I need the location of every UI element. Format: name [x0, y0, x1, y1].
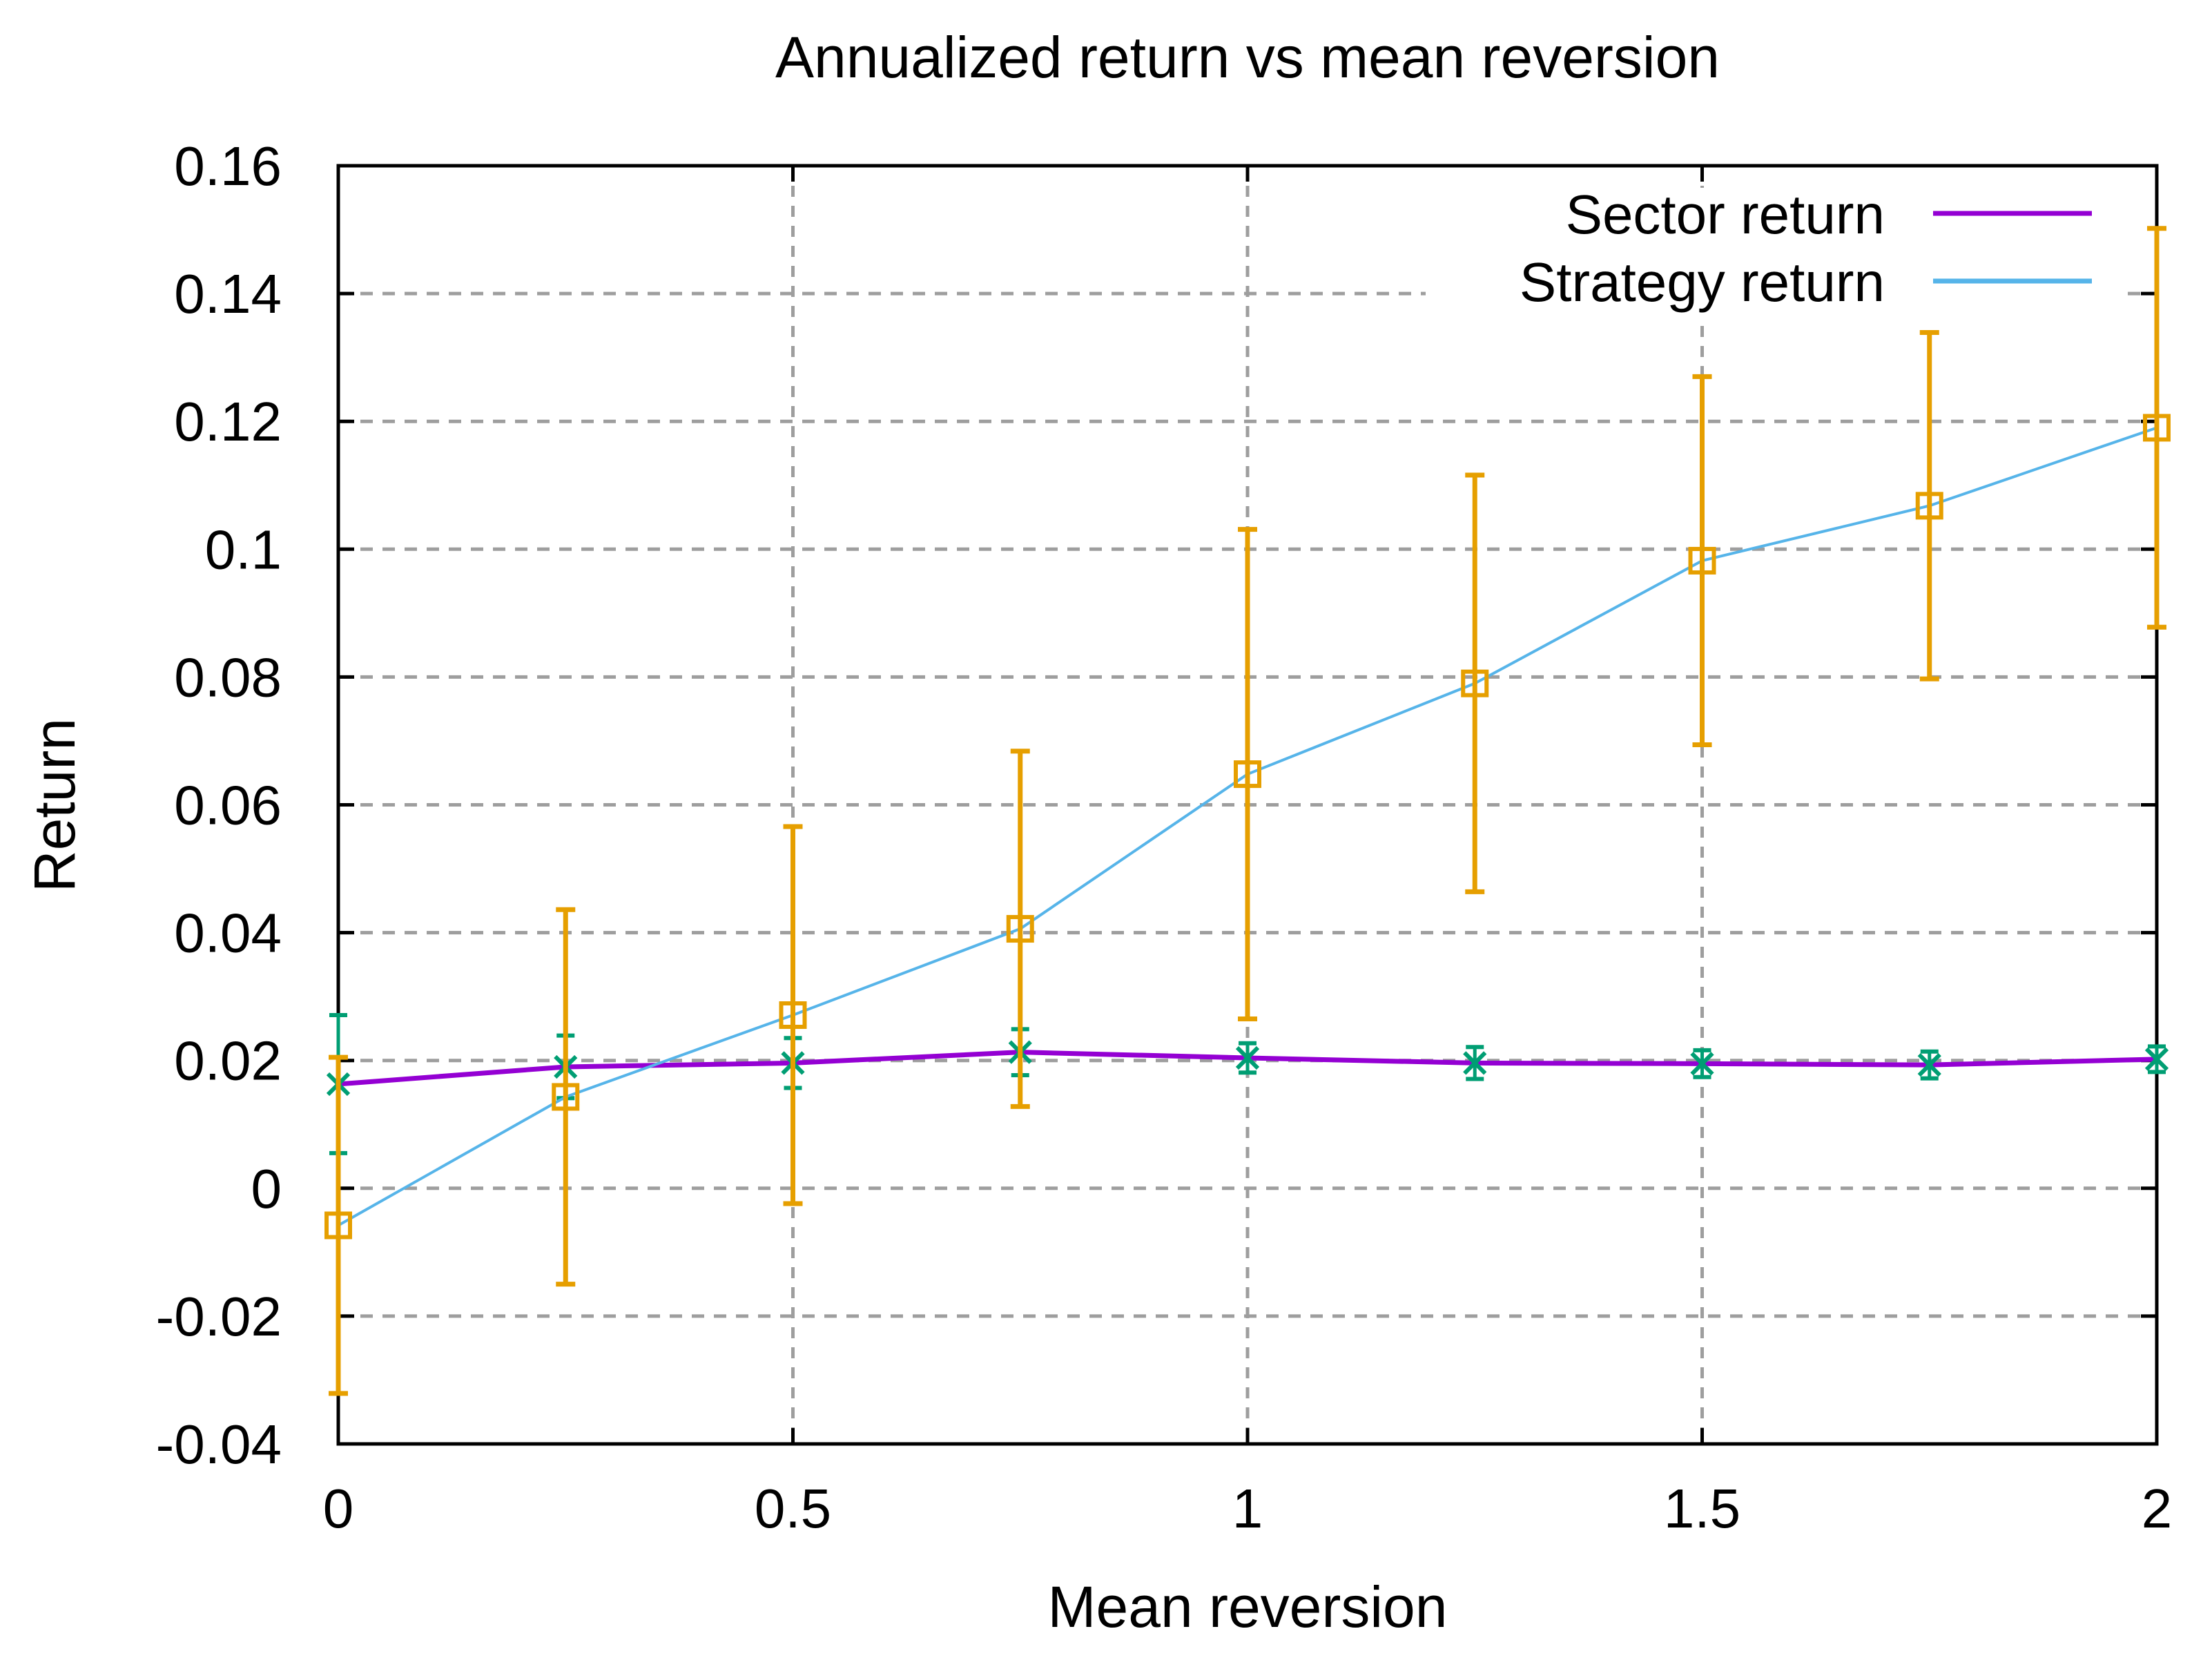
x-tick-label-2: 2 [2142, 1478, 2173, 1539]
legend-label-sector-return: Sector return [1566, 184, 1885, 245]
y-tick-label--0.04: -0.04 [156, 1414, 282, 1475]
y-tick-label-0.08: 0.08 [174, 646, 282, 708]
legend-label-strategy-return: Strategy return [1520, 251, 1885, 313]
legend-row-sector-return: Sector return [1566, 184, 2092, 245]
strategy-return-marker-2 [779, 1001, 807, 1029]
strategy-return-marker-8 [2143, 414, 2171, 442]
legend-row-strategy-return: Strategy return [1520, 251, 2092, 313]
strategy-return-marker-1 [552, 1083, 580, 1111]
y-tick-label-0: 0 [251, 1158, 282, 1220]
y-tick-label-0.16: 0.16 [174, 135, 282, 197]
y-tick-label--0.02: -0.02 [156, 1286, 282, 1347]
strategy-return-marker-6 [1688, 546, 1716, 575]
axis-layer: 0 0.5 1 1.5 2 0.16 0.14 0.12 0.1 0.08 0.06 0.04 0.02… [156, 135, 2173, 1539]
strategy-return-marker-4 [1234, 760, 1261, 789]
legend-background-layer [1426, 188, 2119, 323]
y-tick-label-0.02: 0.02 [174, 1030, 282, 1092]
series-layer [324, 226, 2171, 1396]
strategy-return-marker-7 [1915, 492, 1943, 520]
x-axis-label: Mean reversion [1048, 1574, 1448, 1639]
x-tick-label-1.5: 1.5 [1664, 1478, 1740, 1539]
x-tick-label-0: 0 [323, 1478, 354, 1539]
y-tick-label-0.1: 0.1 [205, 519, 282, 580]
chart-title: Annualized return vs mean reversion [775, 25, 1720, 90]
y-tick-label-0.12: 0.12 [174, 391, 282, 452]
strategy-return-marker-5 [1461, 669, 1489, 697]
x-tick-label-1: 1 [1232, 1478, 1263, 1539]
strategy-return-marker-0 [324, 1211, 352, 1240]
y-tick-label-0.06: 0.06 [174, 775, 282, 836]
x-tick-label-0.5: 0.5 [755, 1478, 831, 1539]
y-axis-label: Return [22, 718, 87, 892]
strategy-return-marker-3 [1006, 915, 1034, 943]
sector-return-marker-6 [1690, 1052, 1714, 1076]
legend-blank-box [1426, 188, 2119, 323]
y-tick-label-0.14: 0.14 [174, 263, 282, 325]
sector-return-marker-8 [2144, 1047, 2169, 1071]
sector-return-marker-5 [1463, 1051, 1487, 1075]
y-tick-label-0.04: 0.04 [174, 903, 282, 964]
sector-return-marker-4 [1235, 1045, 1260, 1070]
sector-return-marker-7 [1917, 1053, 1941, 1077]
